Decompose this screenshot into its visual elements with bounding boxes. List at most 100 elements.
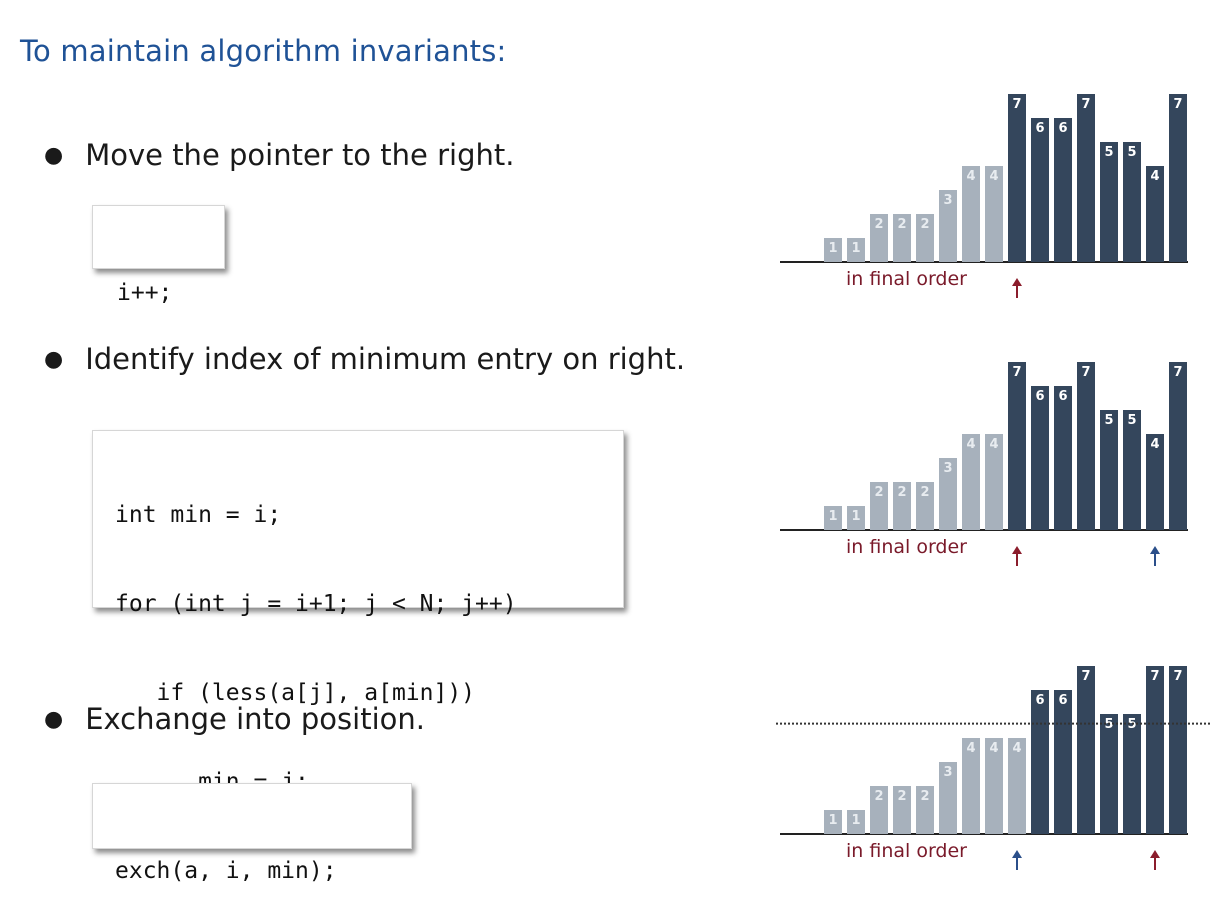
bar-value-label: 2 xyxy=(874,789,883,804)
code-box-find-min: int min = i; for (int j = i+1; j < N; j+… xyxy=(92,430,624,795)
bar-value-label: 7 xyxy=(1173,669,1182,684)
bar-value-label: 7 xyxy=(1173,97,1182,112)
bar-value-label: 2 xyxy=(897,217,906,232)
code-line: if (less(a[j], a[min])) xyxy=(115,680,476,706)
bar-value-label: 7 xyxy=(1081,97,1090,112)
bar xyxy=(1169,94,1187,262)
code-line: exch(a, i, min); xyxy=(115,858,337,884)
bar-value-label: 4 xyxy=(1150,437,1159,452)
bar xyxy=(939,762,957,834)
bar-value-label: 5 xyxy=(1127,413,1136,428)
bar-value-label: 7 xyxy=(1150,669,1159,684)
bar xyxy=(962,166,980,262)
bar xyxy=(1031,118,1049,262)
arrow-head xyxy=(1150,546,1160,554)
bar xyxy=(916,482,934,530)
bullet-dot: ● xyxy=(44,706,64,732)
bar-value-label: 4 xyxy=(966,741,975,756)
bar xyxy=(893,786,911,834)
bar-value-label: 2 xyxy=(920,217,929,232)
bar xyxy=(939,190,957,262)
bar-value-label: 2 xyxy=(874,485,883,500)
bar xyxy=(847,506,865,530)
bar-figure-1: 1 1 2 2 2 3 4 4 7 6 6 7 5 5 4 7 in final order xyxy=(776,92,1216,302)
bar xyxy=(1123,142,1141,262)
bar xyxy=(847,810,865,834)
bar-value-label: 4 xyxy=(989,741,998,756)
step-text: Identify index of minimum entry on right… xyxy=(85,342,686,376)
bar-value-label: 3 xyxy=(943,193,952,208)
bar-value-label: 7 xyxy=(1173,365,1182,380)
pointer-arrow-icon xyxy=(1012,850,1022,870)
bar-value-label: 6 xyxy=(1058,389,1067,404)
bar-value-label: 4 xyxy=(1150,169,1159,184)
bar-value-label: 4 xyxy=(966,169,975,184)
bar xyxy=(962,738,980,834)
code-box-increment: i++; xyxy=(92,205,225,306)
bar xyxy=(985,166,1003,262)
bar xyxy=(916,786,934,834)
bar-value-label: 1 xyxy=(828,509,837,524)
bar xyxy=(1077,94,1095,262)
bar-value-label: 7 xyxy=(1081,365,1090,380)
bar-value-label: 5 xyxy=(1104,413,1113,428)
bar xyxy=(1077,666,1095,834)
bar xyxy=(1146,434,1164,530)
bar xyxy=(893,482,911,530)
bar-value-label: 6 xyxy=(1035,693,1044,708)
bar-value-label: 5 xyxy=(1104,145,1113,160)
bar-value-label: 1 xyxy=(851,813,860,828)
bar xyxy=(916,214,934,262)
bar xyxy=(1146,166,1164,262)
bar-figure-2: 1 1 2 2 2 3 4 4 7 6 6 7 5 5 4 7 in final order xyxy=(776,360,1216,570)
bar-chart-3: 1122234446675577in final order xyxy=(776,666,1212,870)
bar-value-label: 1 xyxy=(828,241,837,256)
bar-value-label: 4 xyxy=(989,169,998,184)
bar-figure-3: 1122234446675577in final order xyxy=(776,664,1216,874)
arrow-head xyxy=(1012,850,1022,858)
arrow-head xyxy=(1012,278,1022,286)
step-exchange: ● Exchange into position. xyxy=(44,702,425,736)
bar xyxy=(1008,738,1026,834)
bar-value-label: 4 xyxy=(989,437,998,452)
bar-value-label: 2 xyxy=(897,789,906,804)
bar xyxy=(1054,118,1072,262)
bar-value-label: 2 xyxy=(897,485,906,500)
bar xyxy=(870,214,888,262)
bar xyxy=(939,458,957,530)
bar-value-label: 7 xyxy=(1081,669,1090,684)
bar xyxy=(1123,410,1141,530)
pointer-arrow-icon xyxy=(1150,546,1160,566)
code-box-exchange: exch(a, i, min); xyxy=(92,783,412,884)
bullet-dot: ● xyxy=(44,346,64,372)
bar-value-label: 3 xyxy=(943,461,952,476)
bar xyxy=(1100,142,1118,262)
bar-value-label: 6 xyxy=(1035,389,1044,404)
bar-value-label: 4 xyxy=(966,437,975,452)
bar xyxy=(1031,690,1049,834)
slide-title: To maintain algorithm invariants: xyxy=(20,34,507,68)
code-line: for (int j = i+1; j < N; j++) xyxy=(115,591,517,617)
step-identify-min: ● Identify index of minimum entry on rig… xyxy=(44,342,685,376)
pointer-arrow-icon xyxy=(1150,850,1160,870)
bar-value-label: 2 xyxy=(920,485,929,500)
bar-value-label: 6 xyxy=(1058,693,1067,708)
bar-value-label: 5 xyxy=(1127,145,1136,160)
code-line: i++; xyxy=(117,280,173,306)
bar xyxy=(1146,666,1164,834)
bar xyxy=(893,214,911,262)
bar-value-label: 3 xyxy=(943,765,952,780)
bar-value-label: 1 xyxy=(851,241,860,256)
bar xyxy=(1077,362,1095,530)
arrow-head xyxy=(1012,546,1022,554)
bar xyxy=(870,482,888,530)
bar xyxy=(870,786,888,834)
bar xyxy=(1100,410,1118,530)
code-line: int min = i; xyxy=(115,502,282,528)
bar xyxy=(847,238,865,262)
bar-value-label: 4 xyxy=(1012,741,1021,756)
bar-value-label: 2 xyxy=(874,217,883,232)
arrow-head xyxy=(1150,850,1160,858)
bar xyxy=(985,434,1003,530)
